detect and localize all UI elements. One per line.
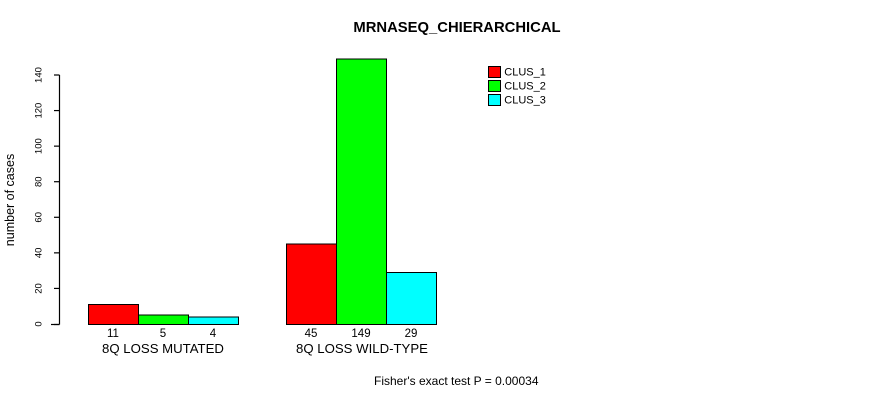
svg-text:0: 0 (34, 321, 45, 326)
svg-text:11: 11 (107, 328, 119, 340)
svg-text:CLUS_3: CLUS_3 (504, 95, 546, 107)
svg-text:4: 4 (210, 328, 217, 340)
svg-text:40: 40 (33, 248, 44, 259)
svg-text:45: 45 (305, 328, 318, 340)
svg-text:120: 120 (34, 103, 45, 119)
svg-text:8Q LOSS WILD-TYPE: 8Q LOSS WILD-TYPE (296, 341, 428, 356)
svg-text:149: 149 (351, 328, 370, 340)
svg-text:140: 140 (34, 67, 45, 83)
svg-text:CLUS_2: CLUS_2 (504, 81, 546, 93)
svg-text:MRNASEQ_CHIERARCHICAL: MRNASEQ_CHIERARCHICAL (353, 20, 560, 36)
svg-text:29: 29 (405, 328, 418, 340)
svg-text:CLUS_1: CLUS_1 (504, 67, 546, 79)
svg-text:100: 100 (34, 138, 45, 154)
svg-text:80: 80 (34, 176, 45, 187)
svg-text:8Q LOSS MUTATED: 8Q LOSS MUTATED (102, 341, 224, 356)
svg-text:20: 20 (34, 283, 45, 294)
svg-text:number of cases: number of cases (3, 154, 17, 246)
svg-text:60: 60 (34, 212, 45, 223)
svg-text:5: 5 (160, 328, 166, 340)
svg-text:Fisher's exact test P = 0.0003: Fisher's exact test P = 0.00034 (374, 374, 539, 388)
